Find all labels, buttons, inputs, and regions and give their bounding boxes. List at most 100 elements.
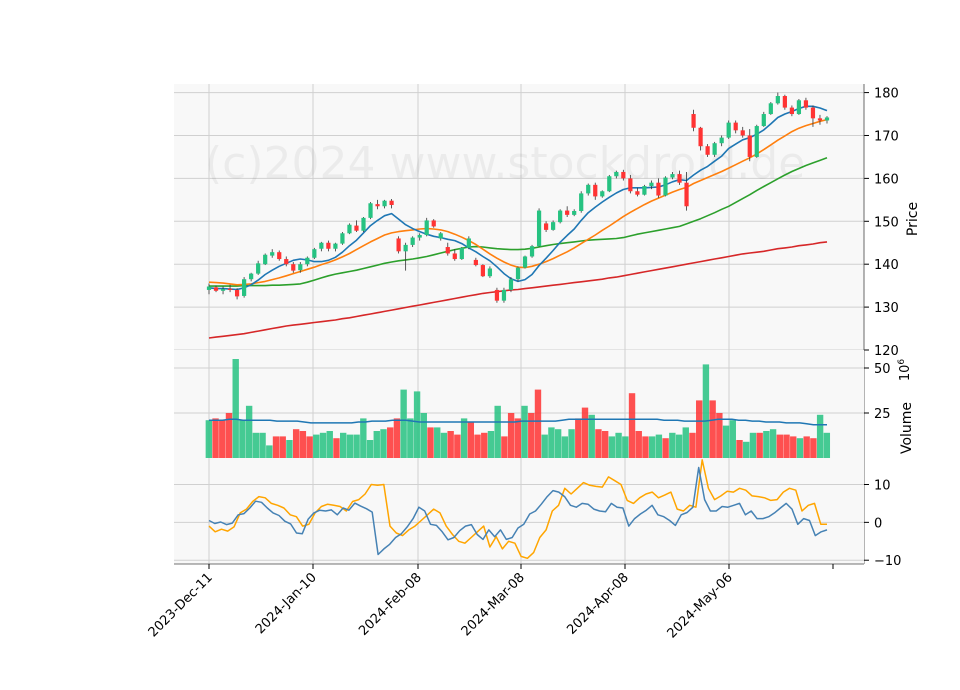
volume-bar: [628, 393, 636, 458]
volume-bar: [575, 418, 582, 458]
volume-bar: [595, 429, 602, 458]
volume-bar: [366, 440, 374, 458]
volume-bar: [413, 391, 421, 458]
volume-bar: [763, 431, 770, 458]
volume-bar: [776, 434, 784, 458]
volume-bar: [669, 432, 676, 458]
candle-body: [663, 177, 668, 196]
candle-body: [466, 238, 471, 248]
price-axis-label: Price: [905, 202, 921, 236]
price-tick-label: 180: [874, 87, 899, 102]
ma-long-line: [208, 241, 828, 339]
candle-body: [565, 210, 570, 215]
date-axis: 2023-Dec-11 2024-Jan-10 2024-Feb-08 2024-Ma…: [146, 563, 864, 641]
candle-body: [747, 135, 752, 157]
candle-body: [698, 127, 703, 147]
volume-bar: [467, 422, 475, 458]
volume-bar: [212, 418, 219, 458]
candle-body: [754, 126, 759, 157]
price-panel-background: [174, 84, 864, 350]
volume-bar: [615, 432, 622, 458]
volume-bar: [460, 418, 468, 458]
volume-bar: [272, 436, 280, 458]
candle-body: [291, 264, 296, 271]
candle-body: [340, 233, 345, 244]
volume-bar: [729, 420, 736, 458]
candle-body: [614, 171, 619, 177]
candle-body: [396, 238, 401, 252]
volume-bar: [313, 434, 320, 458]
volume-bar: [709, 400, 716, 458]
volume-bar: [266, 445, 273, 458]
volume-bar: [447, 431, 454, 458]
volume-bar: [501, 436, 508, 458]
volume-bar: [716, 413, 723, 458]
volume-bar: [648, 436, 656, 458]
candle-body: [621, 171, 626, 179]
candle-body: [445, 247, 450, 254]
volume-bar: [319, 432, 327, 458]
candle-body: [424, 220, 429, 236]
volume-bar: [454, 434, 461, 458]
candle-body: [656, 182, 661, 196]
volume-bar: [696, 400, 703, 458]
volume-bar: [534, 389, 542, 458]
candle-body: [600, 191, 605, 197]
date-tick-label: 2024-Feb-08: [356, 570, 425, 639]
candle-body: [684, 182, 689, 207]
price-tick-label: 160: [874, 172, 899, 187]
price-tick-label: 170: [874, 129, 899, 144]
volume-bar: [373, 431, 380, 458]
candle-body: [403, 244, 408, 252]
volume-ma-line: [209, 418, 827, 426]
volume-bar: [528, 413, 535, 458]
price-tick-label: 140: [874, 258, 899, 273]
volume-bars: [205, 359, 831, 458]
candle-body: [389, 200, 394, 205]
volume-bar: [655, 434, 663, 458]
candle-body: [522, 256, 528, 268]
candle-body: [284, 259, 289, 265]
volume-bar: [279, 436, 286, 458]
volume-bar: [440, 432, 448, 458]
candle-body: [417, 235, 422, 238]
volume-bar: [487, 431, 495, 458]
candle-body: [361, 217, 366, 231]
volume-bar: [474, 434, 481, 458]
volume-bar: [769, 429, 777, 458]
volume-bar: [239, 420, 246, 458]
volume-bar: [353, 434, 360, 458]
candle-body: [529, 246, 535, 257]
candle-body: [234, 289, 240, 297]
volume-bar: [736, 440, 743, 458]
volume-bar: [232, 359, 239, 458]
candle-body: [733, 122, 738, 131]
candle-body: [642, 186, 647, 195]
candle-body: [473, 259, 478, 266]
volume-bar: [292, 429, 300, 458]
volume-bar: [380, 429, 387, 458]
price-tick-label: 130: [874, 301, 899, 316]
volume-bar: [427, 427, 434, 458]
volume-bar: [299, 431, 307, 458]
price-tick-label: 150: [874, 215, 899, 230]
volume-bar: [796, 438, 804, 458]
volume-bar: [601, 431, 609, 458]
volume-bar: [225, 413, 233, 458]
volume-bar: [548, 427, 555, 458]
volume-bar: [286, 440, 293, 458]
volume-bar: [326, 431, 333, 458]
oscillator-line-blue: [208, 466, 828, 556]
volume-bar: [339, 432, 347, 458]
candle-body: [375, 204, 380, 207]
volume-bar: [259, 432, 266, 458]
candle-body: [242, 279, 247, 296]
candle-body: [649, 182, 654, 187]
volume-bar: [360, 418, 367, 458]
volume-bar: [581, 407, 589, 458]
volume-bar: [387, 427, 394, 458]
volume-bar: [642, 436, 649, 458]
volume-bar: [245, 405, 253, 458]
volume-bar: [333, 438, 340, 458]
